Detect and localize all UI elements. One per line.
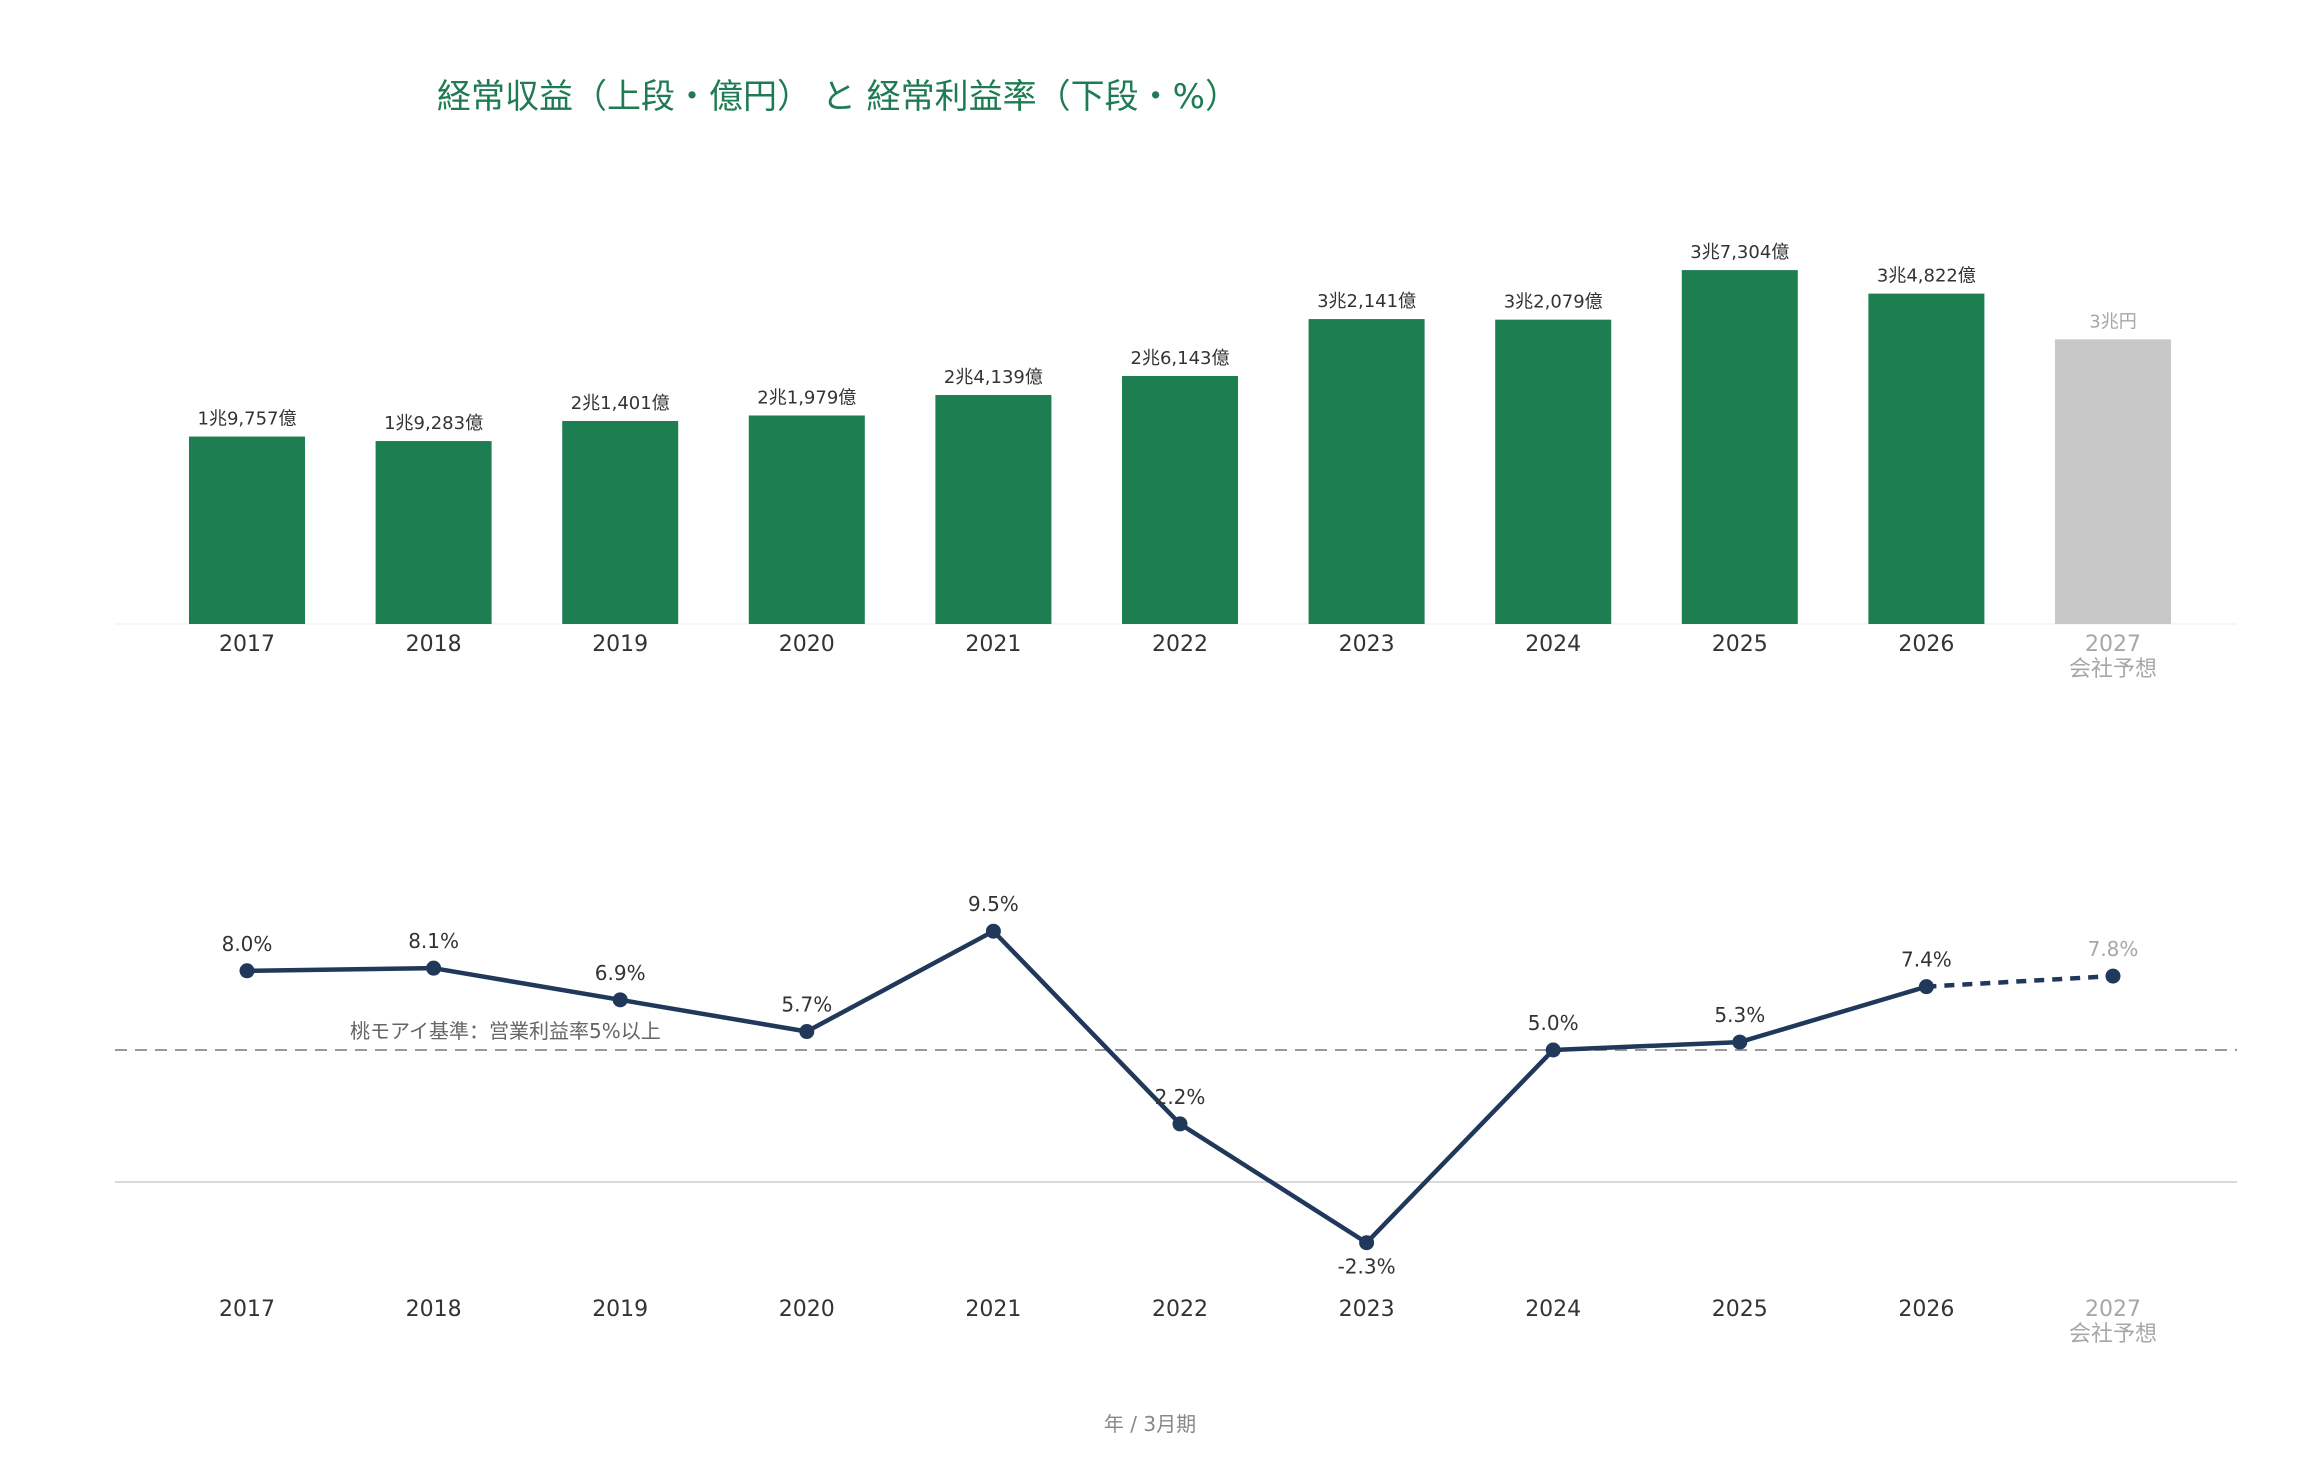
line-x-tick-2027: 2027 [2085,1297,2141,1322]
bar-x-tick-2021: 2021 [965,632,1021,657]
bar-2026 [1868,293,1985,624]
bar-value-label-2027: 3兆円 [2089,311,2136,332]
bar-2017 [189,436,305,624]
bar-2021 [935,394,1052,624]
line-value-label-2025: 5.3% [1714,1003,1765,1027]
line-x-tick-2023: 2023 [1339,1297,1395,1322]
chart-title: 経常収益（上段・億円） と 経常利益率（下段・%） [437,77,1239,117]
line-point-2017 [239,963,255,979]
bar-2024 [1495,319,1612,624]
line-x-tick-2020: 2020 [779,1297,835,1322]
line-value-label-2022: 2.2% [1155,1085,1206,1109]
bar-x-tick-2019: 2019 [592,632,648,657]
line-x-tick-2021: 2021 [965,1297,1021,1322]
line-series-forecast [1926,973,2114,989]
bar-x-tick-2027: 2027 [2085,632,2141,657]
bar-x-tick-2017: 2017 [219,632,275,657]
bar-forecast-sublabel: 会社予想 [2069,657,2157,682]
line-point-2019 [612,992,628,1008]
line-x-tick-2026: 2026 [1898,1297,1954,1322]
bar-2023 [1308,319,1425,624]
bar-x-tick-2024: 2024 [1525,632,1581,657]
line-value-label-2021: 9.5% [968,892,1019,916]
line-point-2023 [1359,1235,1375,1251]
line-point-2018 [426,960,442,976]
line-value-label-2027: 7.8% [2088,937,2139,961]
line-point-2021 [985,923,1001,939]
line-x-tick-2024: 2024 [1525,1297,1581,1322]
bar-x-tick-2020: 2020 [779,632,835,657]
bar-value-label-2021: 2兆4,139億 [944,367,1043,388]
line-series-actual [244,928,1929,1245]
bar-x-tick-2026: 2026 [1898,632,1954,657]
bar-value-label-2024: 3兆2,079億 [1504,292,1603,313]
line-value-label-2017: 8.0% [222,932,273,956]
bar-value-label-2025: 3兆7,304億 [1690,242,1789,263]
bar-value-label-2018: 1兆9,283億 [384,413,483,434]
line-value-label-2020: 5.7% [781,993,832,1017]
bar-x-tick-2025: 2025 [1712,632,1768,657]
line-forecast-sublabel: 会社予想 [2069,1322,2157,1347]
line-point-2024 [1545,1042,1561,1058]
bar-2027 [2055,339,2171,624]
bar-2019 [562,420,679,624]
line-value-label-2019: 6.9% [595,961,646,985]
bar-x-tick-2022: 2022 [1152,632,1208,657]
line-point-2026 [1918,979,1934,995]
line-point-2020 [799,1024,815,1040]
line-chart: 桃モアイ基準：営業利益率5%以上 8.0% 2017 8.1% 2018 6.9% 2019… [115,892,2237,1347]
line-x-tick-2025: 2025 [1712,1297,1768,1322]
bar-value-label-2017: 1兆9,757億 [198,409,297,430]
bar-2022 [1122,375,1238,624]
bar-x-tick-2023: 2023 [1339,632,1395,657]
bar-value-label-2026: 3兆4,822億 [1877,266,1976,287]
line-point-2025 [1732,1034,1748,1050]
line-point-2022 [1172,1116,1188,1132]
bar-chart: 1兆9,757億 2017 1兆9,283億 2018 2兆1,401億 2019 2兆1,… [115,242,2237,682]
reference-line-label: 桃モアイ基準：営業利益率5%以上 [350,1019,661,1043]
bar-value-label-2023: 3兆2,141億 [1317,291,1416,312]
bar-2020 [748,415,865,624]
line-value-label-2023: -2.3% [1338,1255,1396,1279]
bar-2018 [375,441,492,624]
line-x-tick-2017: 2017 [219,1297,275,1322]
line-x-tick-2022: 2022 [1152,1297,1208,1322]
line-x-tick-2018: 2018 [406,1297,462,1322]
line-value-label-2018: 8.1% [408,929,459,953]
line-value-label-2024: 5.0% [1528,1011,1579,1035]
bar-value-label-2022: 2兆6,143億 [1131,348,1230,369]
bar-2025 [1681,270,1798,624]
line-point-2027 [2105,968,2121,984]
line-x-tick-2019: 2019 [592,1297,648,1322]
x-axis-footer: 年 / 3月期 [1104,1412,1196,1436]
bar-value-label-2019: 2兆1,401億 [571,393,670,414]
line-value-label-2026: 7.4% [1901,948,1952,972]
bar-value-label-2020: 2兆1,979億 [757,387,856,408]
bar-x-tick-2018: 2018 [406,632,462,657]
